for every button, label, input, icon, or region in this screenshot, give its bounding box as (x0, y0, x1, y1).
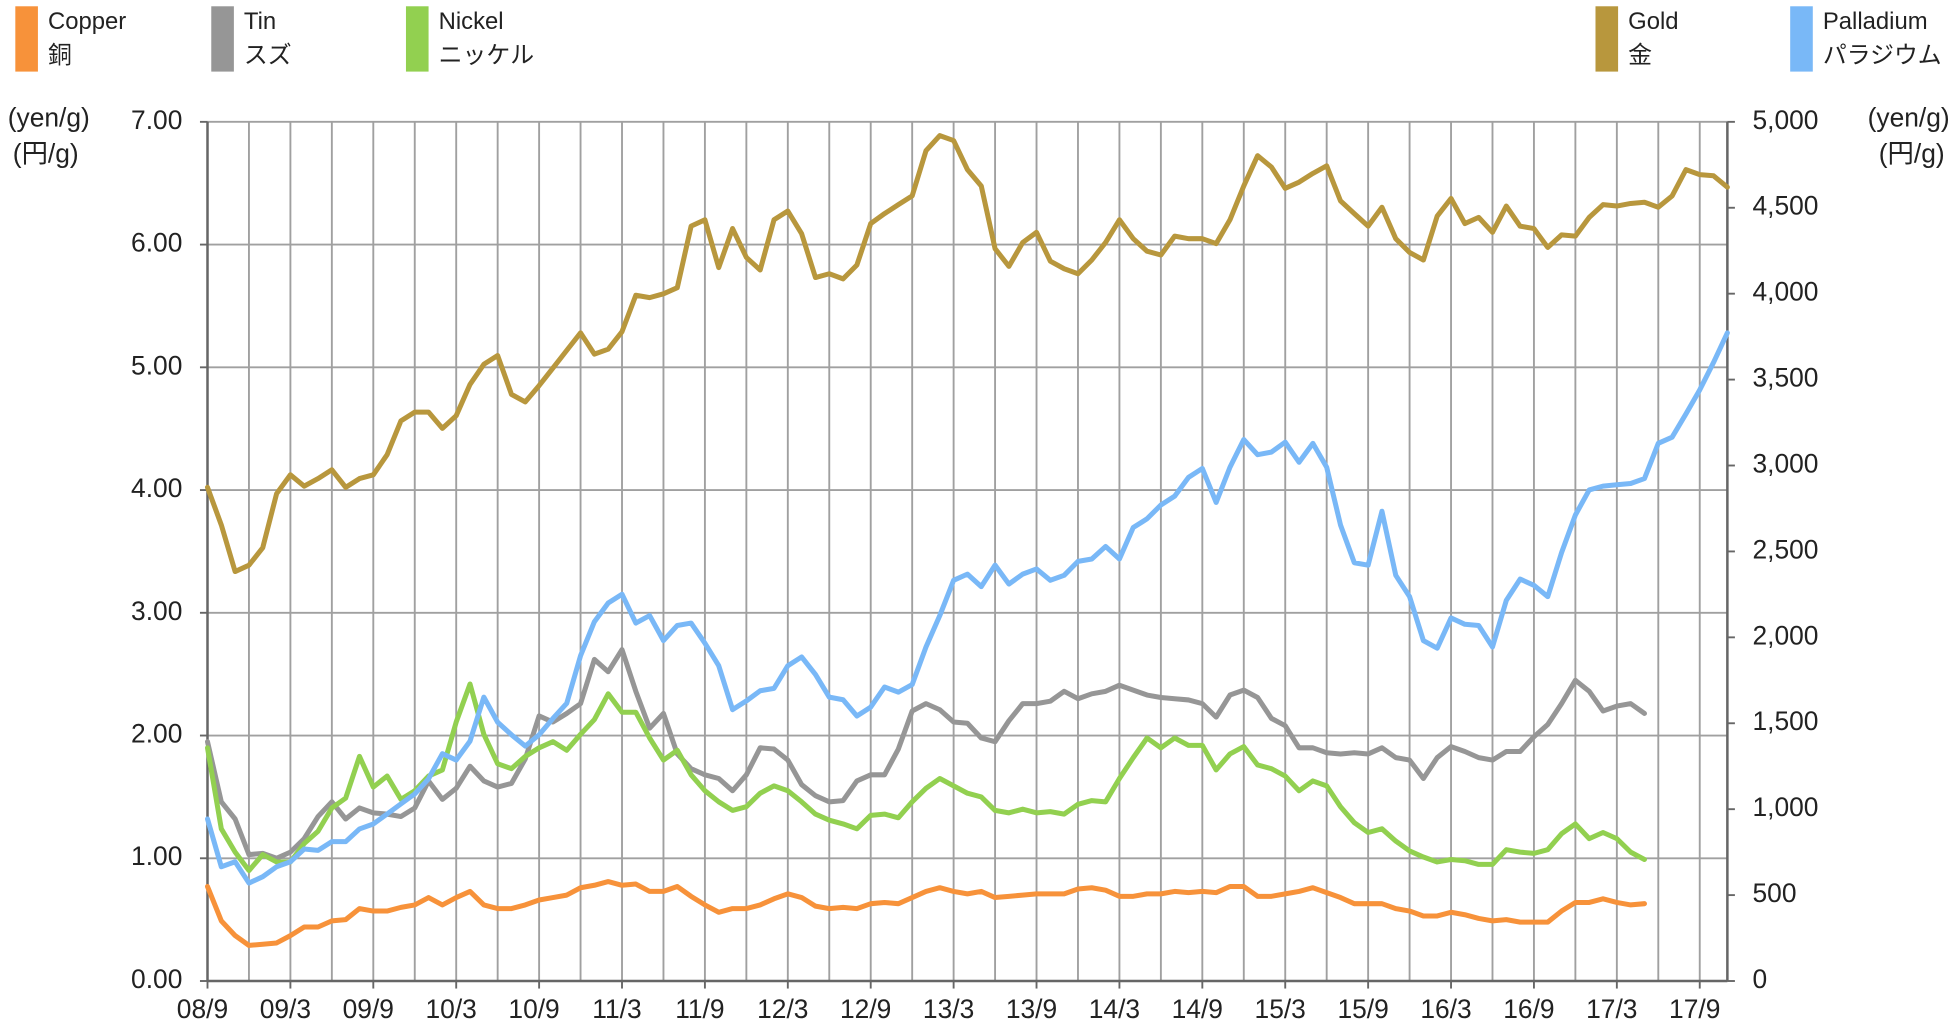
x-tick-label: 13/3 (923, 994, 974, 1024)
y-tick-label: 0.00 (131, 964, 182, 994)
x-tick-label: 12/3 (757, 994, 808, 1024)
y2-tick-label: 1,000 (1753, 792, 1819, 822)
x-tick-label: 14/3 (1089, 994, 1140, 1024)
legend-swatch (1595, 6, 1619, 72)
x-tick-label: 15/3 (1255, 994, 1306, 1024)
y-tick-label: 1.00 (131, 841, 182, 871)
legend-label-ja: スズ (244, 42, 292, 69)
legend-label-ja: パラジウム (1823, 42, 1942, 69)
legend-label: Tin (244, 8, 276, 35)
y2-tick-label: 5,000 (1753, 105, 1819, 135)
y-axis-label-ja: (円/g) (13, 139, 79, 169)
series-line (204, 133, 1730, 575)
legend-swatch (1790, 6, 1813, 72)
y-axis-label: (yen/g) (8, 102, 90, 132)
y2-tick-label: 4,000 (1753, 277, 1819, 307)
x-tick-label: 12/9 (840, 994, 891, 1024)
x-tick-label: 16/3 (1420, 994, 1471, 1024)
y2-tick-label: 2,000 (1753, 620, 1819, 650)
x-tick-label: 14/9 (1172, 994, 1223, 1024)
x-tick-label: 08/9 (177, 994, 228, 1024)
y2-tick-label: 500 (1753, 878, 1797, 908)
x-tick-label: 10/9 (508, 994, 559, 1024)
series-line (204, 879, 1647, 948)
y-tick-label: 3.00 (131, 596, 182, 626)
legend-swatch (15, 6, 38, 72)
y2-tick-label: 2,500 (1753, 534, 1819, 564)
y2-axis-label: (yen/g) (1868, 102, 1950, 132)
legend-label-ja: 金 (1628, 42, 1652, 69)
legend-label-ja: 銅 (48, 42, 72, 69)
x-tick-label: 09/3 (260, 994, 311, 1024)
series-line (204, 330, 1730, 886)
y-tick-label: 7.00 (131, 105, 182, 135)
legend-label: Nickel (439, 8, 504, 35)
y2-tick-label: 0 (1753, 964, 1768, 994)
legend-label: Palladium (1823, 8, 1928, 35)
y-tick-label: 4.00 (131, 473, 182, 503)
x-tick-label: 11/9 (675, 994, 724, 1024)
x-tick-label: 09/9 (343, 994, 394, 1024)
x-tick-label: 15/9 (1337, 994, 1388, 1024)
legend-label-ja: ニッケル (439, 42, 534, 69)
legend-swatch (405, 6, 429, 72)
y2-tick-label: 1,500 (1753, 706, 1819, 736)
y-tick-label: 6.00 (131, 228, 182, 258)
x-tick-label: 13/9 (1006, 994, 1057, 1024)
y2-tick-label: 3,500 (1753, 363, 1819, 393)
y-tick-label: 2.00 (131, 719, 182, 749)
legend-swatch (211, 6, 234, 72)
legend-label: Copper (48, 8, 126, 35)
x-tick-label: 16/9 (1503, 994, 1554, 1024)
x-tick-label: 17/9 (1669, 994, 1720, 1024)
x-tick-label: 17/3 (1586, 994, 1637, 1024)
legend-label: Gold (1628, 8, 1678, 35)
y2-tick-label: 4,500 (1753, 191, 1819, 221)
x-tick-label: 11/3 (592, 994, 641, 1024)
y2-axis-label-ja: (円/g) (1879, 139, 1945, 169)
series-line (204, 647, 1647, 861)
y2-tick-label: 3,000 (1753, 448, 1819, 478)
x-tick-label: 10/3 (426, 994, 477, 1024)
y-tick-label: 5.00 (131, 350, 182, 380)
